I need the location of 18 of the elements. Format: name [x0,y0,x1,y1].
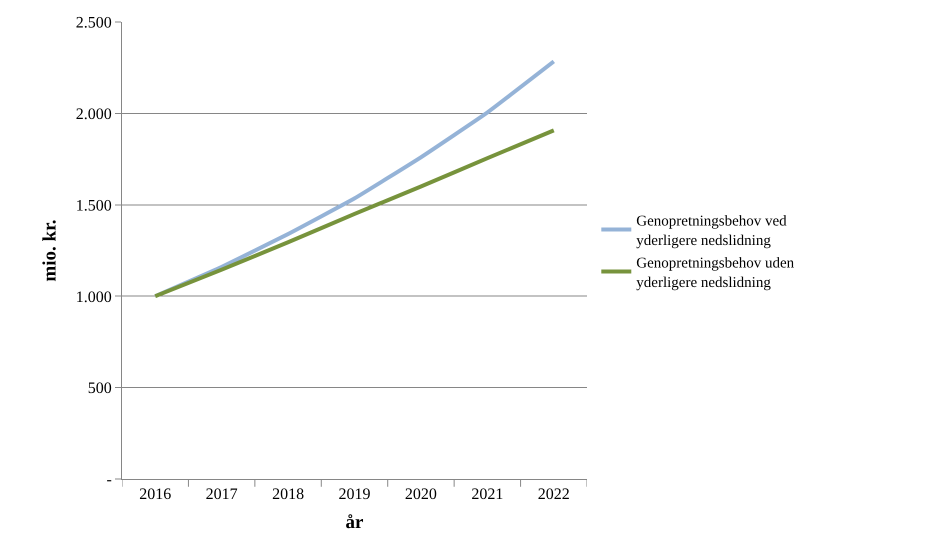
x-tick-label: 2022 [538,486,570,504]
y-tick-label: - [106,472,112,489]
y-tick-label: 2.000 [76,106,112,123]
x-tick-label: 2019 [338,486,370,504]
x-axis-title: år [346,512,364,533]
y-tick-label: 1.500 [76,197,112,214]
y-axis-title: mio. kr. [40,219,61,282]
legend-label: Genopretningsbehov ved yderligere nedslidning [636,214,788,250]
line-series [153,128,556,298]
x-tick-label: 2020 [404,486,437,504]
y-tick-label: 1.000 [76,288,112,306]
legend-label: Genopretningsbehov uden yderligere nedslidning [636,256,795,292]
x-tick-label: 2016 [139,486,172,504]
x-tick-label: 2018 [272,486,304,504]
y-tick-label: 500 [88,380,112,398]
x-tick-label: 2021 [471,486,504,504]
y-tick-label: 2.500 [76,14,112,32]
x-tick-label: 2017 [206,486,238,504]
